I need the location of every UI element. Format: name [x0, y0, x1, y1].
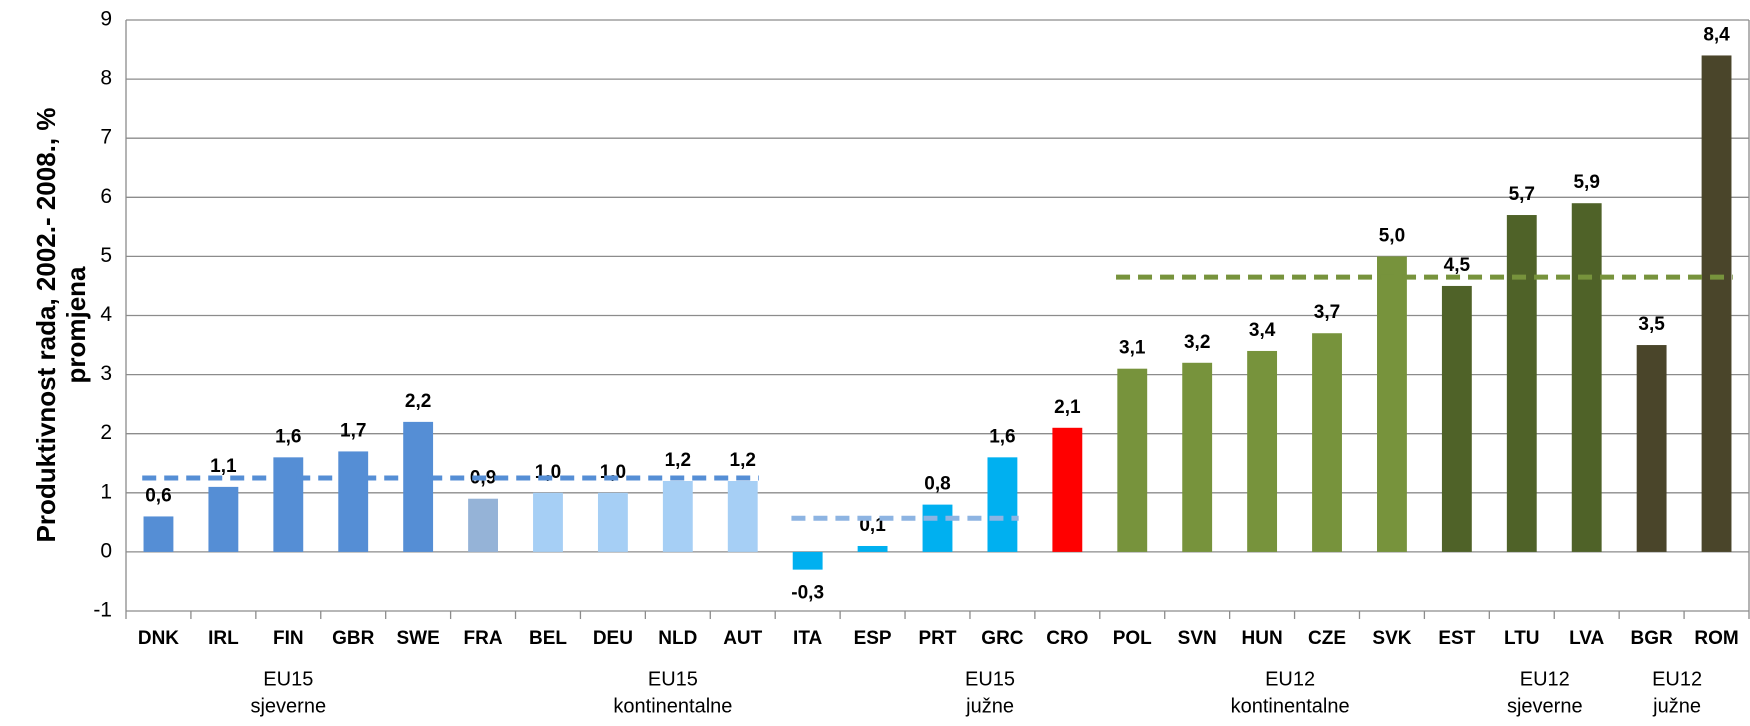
- group-label: EU12: [1652, 668, 1702, 690]
- value-label: 3,5: [1638, 314, 1665, 335]
- group-label: EU15: [263, 668, 313, 690]
- value-label: 3,7: [1314, 302, 1340, 323]
- bar: [727, 480, 758, 552]
- bar: [792, 551, 823, 570]
- x-tick-label: EST: [1438, 628, 1475, 649]
- value-label: 1,2: [665, 450, 691, 471]
- x-tick-label: IRL: [208, 628, 239, 649]
- x-tick-label: GBR: [332, 628, 375, 649]
- x-tick-label: LTU: [1504, 628, 1540, 649]
- bar: [987, 457, 1018, 552]
- x-tick-label: AUT: [723, 628, 762, 649]
- y-tick-label: 2: [100, 421, 112, 444]
- y-tick-label: -1: [93, 599, 112, 622]
- bar: [1117, 368, 1148, 552]
- x-tick-label: POL: [1113, 628, 1152, 649]
- group-label: kontinentalne: [613, 695, 732, 717]
- bar: [1571, 203, 1602, 552]
- y-tick-label: 7: [100, 126, 112, 149]
- x-tick-label: FRA: [464, 628, 503, 649]
- value-label: 0,8: [924, 474, 950, 495]
- bar: [1182, 362, 1213, 552]
- x-tick-label: ESP: [854, 628, 892, 649]
- y-tick-label: 6: [100, 185, 112, 208]
- x-tick-label: LVA: [1569, 628, 1604, 649]
- value-label: 5,7: [1509, 184, 1535, 205]
- x-tick-label: DEU: [593, 628, 633, 649]
- value-label: 1,6: [989, 426, 1015, 447]
- group-label: EU15: [965, 668, 1015, 690]
- value-label: 1,1: [210, 456, 237, 477]
- bar: [1506, 215, 1537, 552]
- y-tick-label: 9: [100, 8, 112, 31]
- y-label-line: promjena: [61, 266, 91, 384]
- value-label: 1,2: [730, 450, 756, 471]
- bar: [143, 516, 174, 552]
- bar: [273, 457, 304, 552]
- group-label: EU12: [1520, 668, 1570, 690]
- y-tick-label: 0: [100, 539, 112, 562]
- bar: [922, 504, 953, 552]
- x-tick-label: GRC: [981, 628, 1024, 649]
- y-tick-label: 4: [100, 303, 112, 326]
- bar: [468, 498, 498, 552]
- group-label: EU12: [1265, 668, 1315, 690]
- x-tick-label: NLD: [658, 628, 697, 649]
- group-label: sjeverne: [1507, 695, 1583, 717]
- group-label: sjeverne: [250, 695, 326, 717]
- value-label: 1,7: [340, 420, 366, 441]
- group-label: južne: [965, 695, 1014, 717]
- y-tick-label: 1: [100, 480, 112, 503]
- bar: [1052, 427, 1083, 552]
- bar: [1701, 55, 1732, 552]
- value-label: 4,5: [1444, 255, 1471, 276]
- bar: [1377, 256, 1407, 552]
- x-tick-label: ITA: [793, 628, 822, 649]
- y-tick-label: 5: [100, 244, 112, 267]
- x-tick-label: SWE: [396, 628, 439, 649]
- value-label: 2,2: [405, 391, 431, 412]
- bar: [597, 492, 628, 552]
- value-label: 3,4: [1249, 320, 1276, 341]
- bar: [533, 492, 563, 552]
- bar: [403, 421, 434, 552]
- y-tick-label: 3: [100, 362, 112, 385]
- bar: [1441, 285, 1472, 552]
- bar: [1247, 350, 1278, 552]
- bar: [208, 486, 239, 552]
- value-label: 0,6: [145, 485, 171, 506]
- x-tick-label: FIN: [273, 628, 304, 649]
- x-tick-label: DNK: [138, 628, 179, 649]
- value-label: 3,2: [1184, 332, 1210, 353]
- bar: [1636, 345, 1667, 552]
- bar: [857, 545, 888, 552]
- value-label: 2,1: [1054, 397, 1081, 418]
- x-tick-label: CRO: [1046, 628, 1088, 649]
- y-label-line: Produktivnost rada, 2002.- 2008., %: [31, 108, 61, 543]
- x-tick-label: CZE: [1308, 628, 1346, 649]
- x-tick-label: SVK: [1372, 628, 1411, 649]
- x-tick-label: PRT: [919, 628, 957, 649]
- value-label: 5,9: [1573, 172, 1599, 193]
- bar: [1312, 333, 1342, 552]
- group-label: EU15: [648, 668, 698, 690]
- value-label: 1,6: [275, 426, 301, 447]
- bar: [662, 480, 693, 552]
- group-label: kontinentalne: [1231, 695, 1350, 717]
- y-tick-label: 8: [100, 67, 112, 90]
- group-label: južne: [1652, 695, 1701, 717]
- x-tick-label: BEL: [529, 628, 567, 649]
- x-tick-label: ROM: [1694, 628, 1738, 649]
- bar: [338, 451, 369, 552]
- value-label: -0,3: [791, 583, 824, 604]
- value-label: 8,4: [1703, 24, 1730, 45]
- value-label: 3,1: [1119, 338, 1146, 359]
- x-tick-label: SVN: [1178, 628, 1217, 649]
- x-tick-label: BGR: [1631, 628, 1674, 649]
- x-tick-label: HUN: [1242, 628, 1283, 649]
- y-axis-title: Produktivnost rada, 2002.- 2008., % prom…: [31, 108, 91, 543]
- value-label: 5,0: [1379, 225, 1405, 246]
